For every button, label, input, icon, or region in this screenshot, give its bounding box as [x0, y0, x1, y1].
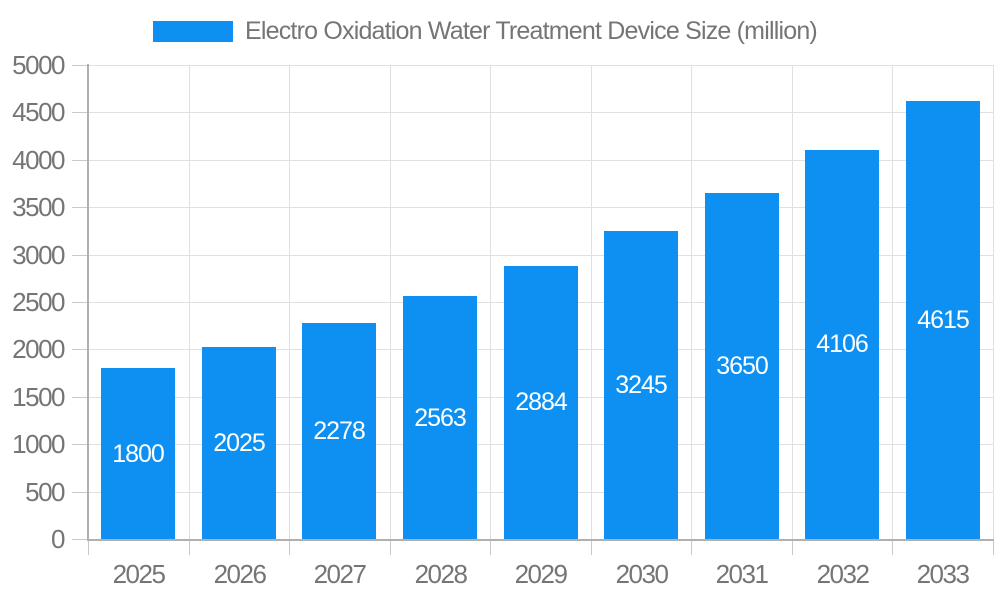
x-axis-tick [88, 541, 89, 555]
bar-2028[interactable] [403, 296, 477, 539]
gridline-vertical [591, 65, 592, 539]
x-axis-label: 2032 [816, 559, 870, 589]
y-axis-label: 4500 [12, 97, 65, 127]
bar-2029[interactable] [504, 266, 578, 539]
x-axis-label: 2028 [414, 559, 468, 589]
x-axis-tick [591, 541, 592, 555]
y-axis-label: 2000 [12, 334, 65, 364]
gridline-vertical [390, 65, 391, 539]
y-axis-label: 2500 [12, 287, 65, 317]
gridline-horizontal [88, 160, 993, 161]
gridline-horizontal [88, 255, 993, 256]
y-axis-label: 1500 [12, 382, 65, 412]
y-axis-tick [72, 492, 88, 493]
y-axis-tick [72, 349, 88, 350]
y-axis-label: 1000 [12, 429, 65, 459]
gridline-horizontal [88, 65, 993, 66]
y-axis-tick [72, 539, 88, 540]
gridline-horizontal [88, 207, 993, 208]
x-axis-label: 2029 [514, 559, 568, 589]
x-axis-tick [390, 541, 391, 555]
x-axis-tick [691, 541, 692, 555]
y-axis-tick [72, 160, 88, 161]
y-axis-tick [72, 444, 88, 445]
x-axis-tick [490, 541, 491, 555]
bar-2026[interactable] [202, 347, 276, 539]
y-axis-label: 4000 [12, 145, 65, 175]
y-axis-tick [72, 302, 88, 303]
gridline-vertical [189, 65, 190, 539]
bar-2025[interactable] [101, 368, 175, 539]
legend-swatch[interactable] [153, 20, 233, 42]
y-axis-tick [72, 207, 88, 208]
y-axis-label: 3500 [12, 192, 65, 222]
legend-label: Electro Oxidation Water Treatment Device… [245, 17, 818, 45]
y-axis-line [87, 64, 89, 541]
y-axis-label: 5000 [12, 50, 65, 80]
x-axis-tick [792, 541, 793, 555]
x-axis-tick [993, 541, 994, 555]
x-axis-label: 2025 [112, 559, 166, 589]
x-axis-label: 2027 [313, 559, 367, 589]
x-axis-label: 2026 [213, 559, 267, 589]
gridline-vertical [993, 65, 994, 539]
y-axis-tick [72, 112, 88, 113]
gridline-vertical [792, 65, 793, 539]
gridline-vertical [490, 65, 491, 539]
bar-2027[interactable] [302, 323, 376, 539]
gridline-horizontal [88, 112, 993, 113]
x-axis-line [87, 539, 994, 541]
y-axis-label: 500 [25, 477, 65, 507]
y-axis-tick [72, 255, 88, 256]
bar-2032[interactable] [805, 150, 879, 539]
x-axis-label: 2030 [615, 559, 669, 589]
x-axis-tick [189, 541, 190, 555]
gridline-vertical [289, 65, 290, 539]
legend[interactable]: Electro Oxidation Water Treatment Device… [153, 17, 818, 45]
x-axis-label: 2031 [715, 559, 769, 589]
bar-2033[interactable] [906, 101, 980, 539]
gridline-vertical [691, 65, 692, 539]
bar-2030[interactable] [604, 231, 678, 539]
gridline-vertical [892, 65, 893, 539]
y-axis-label: 3000 [12, 240, 65, 270]
x-axis-tick [289, 541, 290, 555]
y-axis-tick [72, 397, 88, 398]
x-axis-tick [892, 541, 893, 555]
bar-2031[interactable] [705, 193, 779, 539]
x-axis-label: 2033 [916, 559, 970, 589]
y-axis-tick [72, 65, 88, 66]
y-axis-label: 0 [51, 524, 65, 554]
